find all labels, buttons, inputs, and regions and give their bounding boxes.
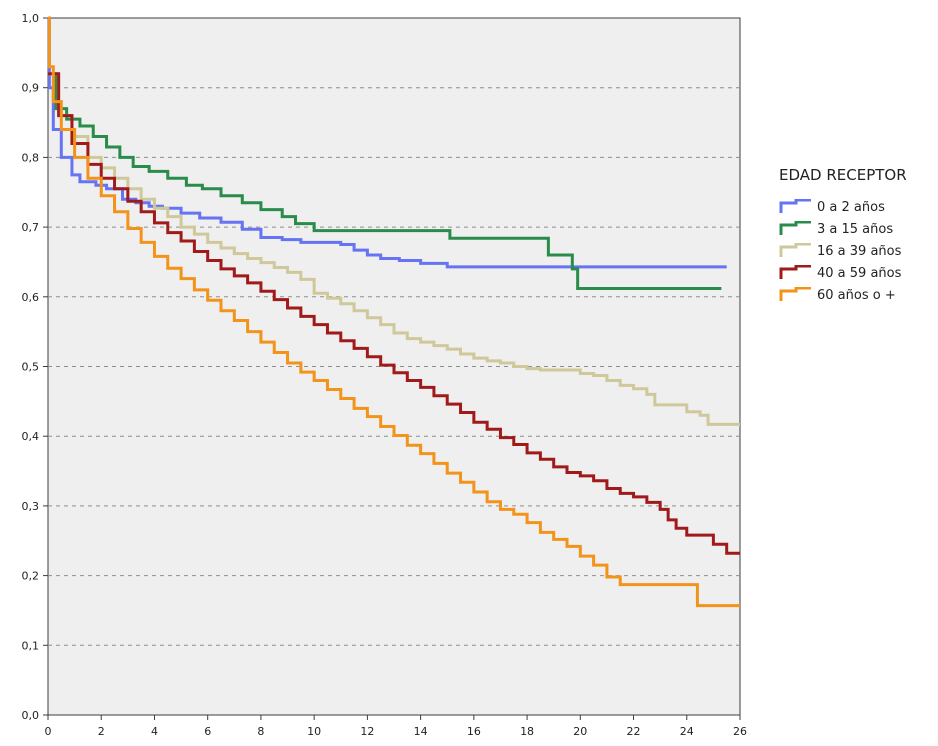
- legend-swatch-3-15-anos: [779, 221, 811, 235]
- y-tick-label: 0,0: [22, 709, 40, 722]
- legend-swatch-40-59-anos: [779, 265, 811, 279]
- legend-item-60-anos-o-mas: 60 años o +: [779, 284, 934, 306]
- legend-swatch-60-anos-o-mas: [779, 287, 811, 301]
- series-line-16-a-39-a-os: [48, 72, 740, 426]
- legend-swatch-0-2-anos: [779, 199, 811, 213]
- x-tick-label: 10: [307, 725, 321, 738]
- x-tick-label: 8: [257, 725, 264, 738]
- y-tick-label: 0,8: [22, 151, 40, 164]
- legend-swatch-line-3-15-anos: [779, 221, 811, 235]
- legend-label-3-15-anos: 3 a 15 años: [817, 221, 894, 237]
- legend-item-40-59-anos: 40 a 59 años: [779, 262, 934, 284]
- series-line-40-a-59-a-os: [48, 72, 740, 555]
- x-tick-label: 12: [360, 725, 374, 738]
- series-line-0-a-2-a-os: [47, 16, 727, 269]
- legend-label-40-59-anos: 40 a 59 años: [817, 265, 902, 281]
- y-tick-label: 0,7: [22, 221, 40, 234]
- legend-swatch-line-0-2-anos: [779, 199, 811, 213]
- y-tick-label: 0,5: [22, 361, 40, 374]
- legend-item-3-15-anos: 3 a 15 años: [779, 218, 934, 240]
- y-tick-label: 0,9: [22, 82, 40, 95]
- x-tick-label: 26: [733, 725, 747, 738]
- x-tick-label: 0: [45, 725, 52, 738]
- legend-swatch-line-16-39-anos: [779, 243, 811, 257]
- horizontal-grid-lines: [48, 87, 740, 646]
- x-tick-label: 20: [573, 725, 587, 738]
- y-tick-label: 1,0: [22, 12, 40, 25]
- x-tick-label: 18: [520, 725, 534, 738]
- legend-item-16-39-anos: 16 a 39 años: [779, 240, 934, 262]
- series-line-60-a-os-o: [47, 16, 740, 608]
- x-tick-label: 16: [467, 725, 481, 738]
- x-tick-label: 2: [98, 725, 105, 738]
- legend-item-0-2-anos: 0 a 2 años: [779, 196, 934, 218]
- y-tick-label: 0,6: [22, 291, 40, 304]
- series-lines: [47, 16, 740, 608]
- legend-swatch-16-39-anos: [779, 243, 811, 257]
- x-tick-label: 14: [414, 725, 428, 738]
- legend-swatch-line-60-anos-o-mas: [779, 287, 811, 301]
- x-tick-label: 22: [627, 725, 641, 738]
- legend-label-0-2-anos: 0 a 2 años: [817, 199, 885, 215]
- legend: EDAD RECEPTOR 0 a 2 años 3 a 15 años 16 …: [779, 166, 934, 306]
- series-line-3-a-15-a-os: [48, 72, 722, 290]
- legend-label-60-anos-o-mas: 60 años o +: [817, 287, 896, 303]
- x-axis-ticks: 0 2 4 6 8 10 12 14 16 18 20 22 24 26: [45, 715, 747, 738]
- x-tick-label: 4: [151, 725, 158, 738]
- y-tick-label: 0,4: [22, 430, 40, 443]
- legend-swatch-line-40-59-anos: [779, 265, 811, 279]
- legend-label-16-39-anos: 16 a 39 años: [817, 243, 902, 259]
- y-tick-label: 0,3: [22, 500, 40, 513]
- x-tick-label: 6: [204, 725, 211, 738]
- x-tick-label: 24: [680, 725, 694, 738]
- legend-title: EDAD RECEPTOR: [779, 166, 907, 184]
- y-tick-label: 0,1: [22, 639, 40, 652]
- y-axis-ticks: 0,0 0,1 0,2 0,3 0,4 0,5 0,6 0,7 0,8 0,9 1,0: [22, 12, 48, 722]
- y-tick-label: 0,2: [22, 570, 40, 583]
